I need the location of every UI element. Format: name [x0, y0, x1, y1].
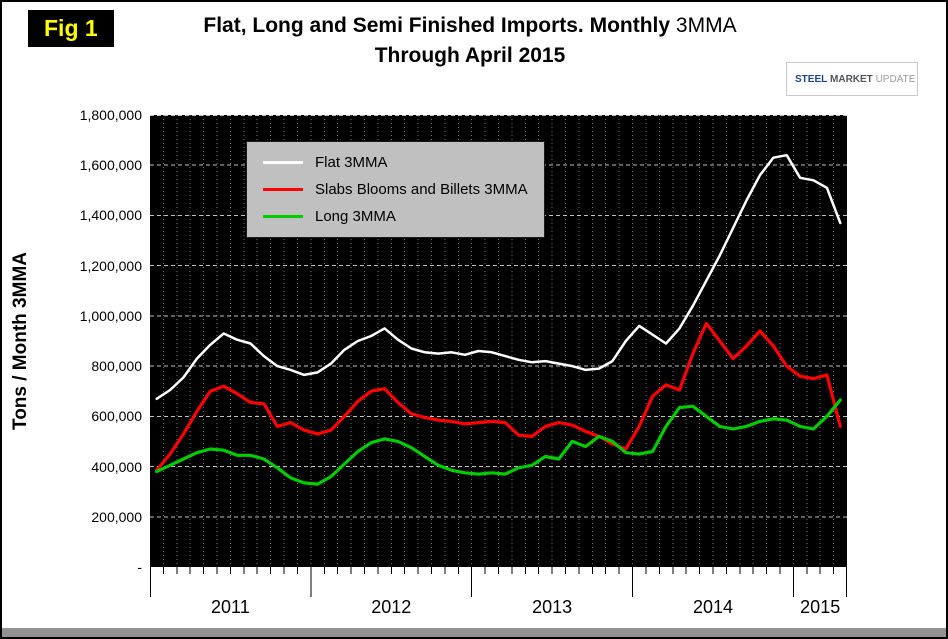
x-axis-canvas: 2011 2012 2013 2014 2015: [150, 567, 847, 617]
y-tick-label: 1,600,000: [79, 157, 142, 174]
legend-line-sample: [263, 188, 303, 191]
y-tick-label: 400,000: [91, 458, 142, 475]
y-tick-label: 1,000,000: [79, 307, 142, 324]
logo-word-update: UPDATE: [875, 73, 916, 85]
legend-label: Flat 3MMA: [315, 154, 388, 171]
y-tick-label: 1,200,000: [79, 257, 142, 274]
year-label: 2015: [800, 597, 840, 617]
legend-line-sample: [263, 161, 303, 164]
legend-item: Slabs Blooms and Billets 3MMA: [263, 181, 528, 198]
window-bottom-strip: [2, 628, 946, 637]
legend-label: Slabs Blooms and Billets 3MMA: [315, 181, 528, 198]
figure-badge: Fig 1: [28, 10, 114, 47]
y-tick-label: 1,800,000: [79, 107, 142, 123]
series-line-0: [155, 153, 842, 401]
year-label: 2014: [693, 597, 733, 617]
logo-word-market: MARKET: [830, 73, 873, 85]
chart-canvas: [150, 115, 847, 567]
year-label: 2011: [211, 597, 250, 617]
y-tick-label: -: [137, 558, 142, 575]
chart-title-line2: Through April 2015: [374, 44, 566, 67]
logo-word-steel: STEEL: [795, 73, 828, 85]
chart-title-line1: Flat, Long and Semi Finished Imports. Mo…: [120, 14, 820, 38]
y-tick-label: 1,400,000: [79, 207, 142, 224]
series-line-2: [155, 398, 842, 486]
y-tick-label: 600,000: [91, 408, 142, 425]
legend-label: Long 3MMA: [315, 208, 396, 225]
chart-title: Flat, Long and Semi Finished Imports. Mo…: [120, 14, 820, 68]
series-line-1: [155, 321, 842, 472]
plot-area: Flat 3MMA Slabs Blooms and Billets 3MMA Lo…: [150, 115, 847, 567]
x-axis: 2011 2012 2013 2014 2015: [150, 567, 847, 625]
title-main: Flat, Long and Semi Finished Imports. Mo…: [203, 14, 671, 37]
y-tick-label: 800,000: [91, 358, 142, 375]
year-label: 2013: [532, 597, 572, 617]
steel-market-update-logo: STEEL MARKET UPDATE: [786, 62, 918, 96]
legend-item: Flat 3MMA: [263, 154, 528, 171]
y-axis-tick-labels: 1,800,000 1,600,000 1,400,000 1,200,000 1,00…: [28, 106, 142, 576]
chart-legend: Flat 3MMA Slabs Blooms and Billets 3MMA Lo…: [246, 141, 545, 238]
logo-text: STEEL MARKET UPDATE: [795, 74, 915, 85]
y-tick-label: 200,000: [91, 508, 142, 525]
year-label: 2012: [371, 597, 411, 617]
title-suffix: 3MMA: [675, 14, 737, 37]
legend-line-sample: [263, 215, 303, 218]
legend-item: Long 3MMA: [263, 208, 528, 225]
